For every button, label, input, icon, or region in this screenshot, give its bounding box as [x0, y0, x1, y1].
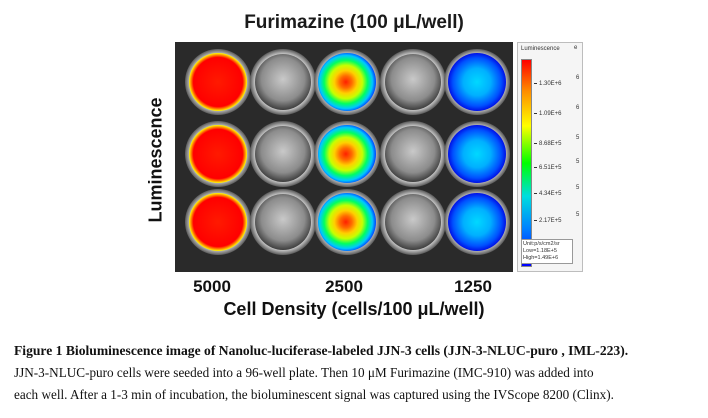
colorbar-tick: 6.51E+5: [534, 165, 562, 171]
colorbar-title: Luminescence: [521, 46, 560, 52]
figure-caption: Figure 1 Bioluminescence image of Nanolu…: [14, 340, 698, 406]
colorbar-tick: 8.68E+5: [534, 141, 562, 147]
colorbar-gradient: [521, 59, 532, 267]
caption-title: Figure 1 Bioluminescence image of Nanolu…: [14, 343, 629, 358]
colorbar-tick-exp: 6: [576, 105, 580, 111]
colorbar-low: Low=1.18E+5: [523, 248, 557, 254]
well-signal: [189, 125, 247, 183]
well-signal: [318, 53, 376, 111]
colorbar-exponent-header: e: [574, 45, 578, 51]
colorbar-tick-exp: 5: [576, 212, 580, 218]
y-axis-label: Luminescence: [145, 97, 166, 223]
colorbar-tick-exp: 5: [576, 135, 580, 141]
caption-line-2: each well. After a 1-3 min of incubation…: [14, 387, 614, 402]
colorbar-tick-exp: 6: [576, 75, 580, 81]
colorbar-tick: 4.34E+5: [534, 191, 562, 197]
caption-line-1: JJN-3-NLUC-puro cells were seeded into a…: [14, 365, 594, 380]
well-signal: [448, 193, 506, 251]
well-plate-image: [175, 42, 513, 272]
colorbar-info-box: Unit:p/s/cm2/sr Low=1.18E+5 High=1.49E+6: [521, 239, 573, 264]
well-empty: [255, 126, 311, 182]
colorbar-legend: Luminescence e 1.30E+6 6 1.09E+6 6 8.68E…: [517, 42, 583, 272]
colorbar-tick: 1.30E+6: [534, 81, 562, 87]
column-label-2500: 2500: [325, 277, 363, 296]
well-empty: [385, 194, 441, 250]
colorbar-unit: Unit:p/s/cm2/sr: [523, 241, 560, 247]
well-signal: [189, 53, 247, 111]
colorbar-tick-exp: 5: [576, 185, 580, 191]
well-signal: [318, 125, 376, 183]
x-axis-label: Cell Density (cells/100 μL/well): [223, 299, 485, 319]
colorbar-tick: 1.09E+6: [534, 111, 562, 117]
well-empty: [385, 126, 441, 182]
figure-title: Furimazine (100 μL/well): [244, 12, 464, 33]
well-plate-svg: [175, 42, 513, 272]
column-label-1250: 1250: [454, 277, 492, 296]
well-signal: [189, 193, 247, 251]
well-signal: [318, 193, 376, 251]
colorbar-high: High=1.49E+6: [523, 255, 559, 261]
well-empty: [255, 194, 311, 250]
column-label-5000: 5000: [193, 277, 231, 296]
colorbar-tick-exp: 5: [576, 159, 580, 165]
colorbar-tick: 2.17E+5: [534, 218, 562, 224]
well-signal: [448, 53, 506, 111]
well-empty: [385, 54, 441, 110]
well-signal: [448, 125, 506, 183]
well-empty: [255, 54, 311, 110]
